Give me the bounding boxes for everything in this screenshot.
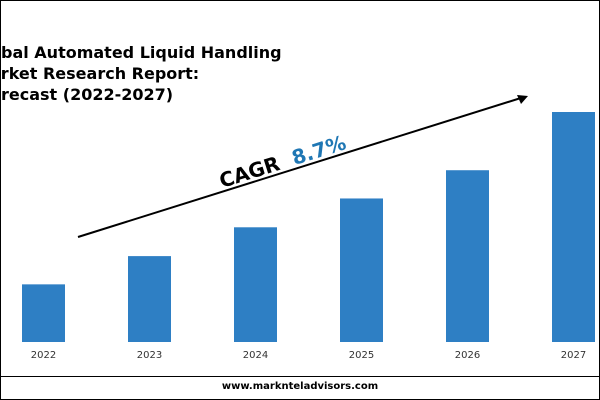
cagr-value: 8.7% bbox=[289, 130, 349, 170]
title-line-2: arket Research Report: bbox=[0, 64, 200, 83]
footer-divider bbox=[0, 376, 600, 377]
cagr-prefix: CAGR bbox=[216, 151, 282, 193]
cagr-label: CAGR 8.7% bbox=[216, 130, 349, 192]
bar-2024 bbox=[234, 227, 277, 342]
cagr-arrow-head bbox=[517, 95, 528, 104]
bar-2025 bbox=[340, 198, 383, 342]
x-tick-label-2024: 2024 bbox=[243, 350, 268, 361]
x-tick-label-2023: 2023 bbox=[137, 350, 162, 361]
bar-2023 bbox=[128, 256, 171, 342]
x-tick-label-2022: 2022 bbox=[31, 350, 56, 361]
title-line-3: orecast (2022-2027) bbox=[0, 85, 174, 104]
bar-2027 bbox=[552, 112, 595, 342]
chart-title: obal Automated Liquid Handling arket Res… bbox=[0, 42, 290, 105]
bar-2022 bbox=[22, 284, 65, 342]
bar-2026 bbox=[446, 170, 489, 342]
x-tick-label-2026: 2026 bbox=[455, 350, 480, 361]
title-line-1: obal Automated Liquid Handling bbox=[0, 43, 282, 62]
cagr-arrow-line bbox=[77, 96, 525, 238]
x-tick-label-2027: 2027 bbox=[561, 350, 586, 361]
x-tick-label-2025: 2025 bbox=[349, 350, 374, 361]
footer-url: www.marknteladvisors.com bbox=[221, 381, 379, 392]
